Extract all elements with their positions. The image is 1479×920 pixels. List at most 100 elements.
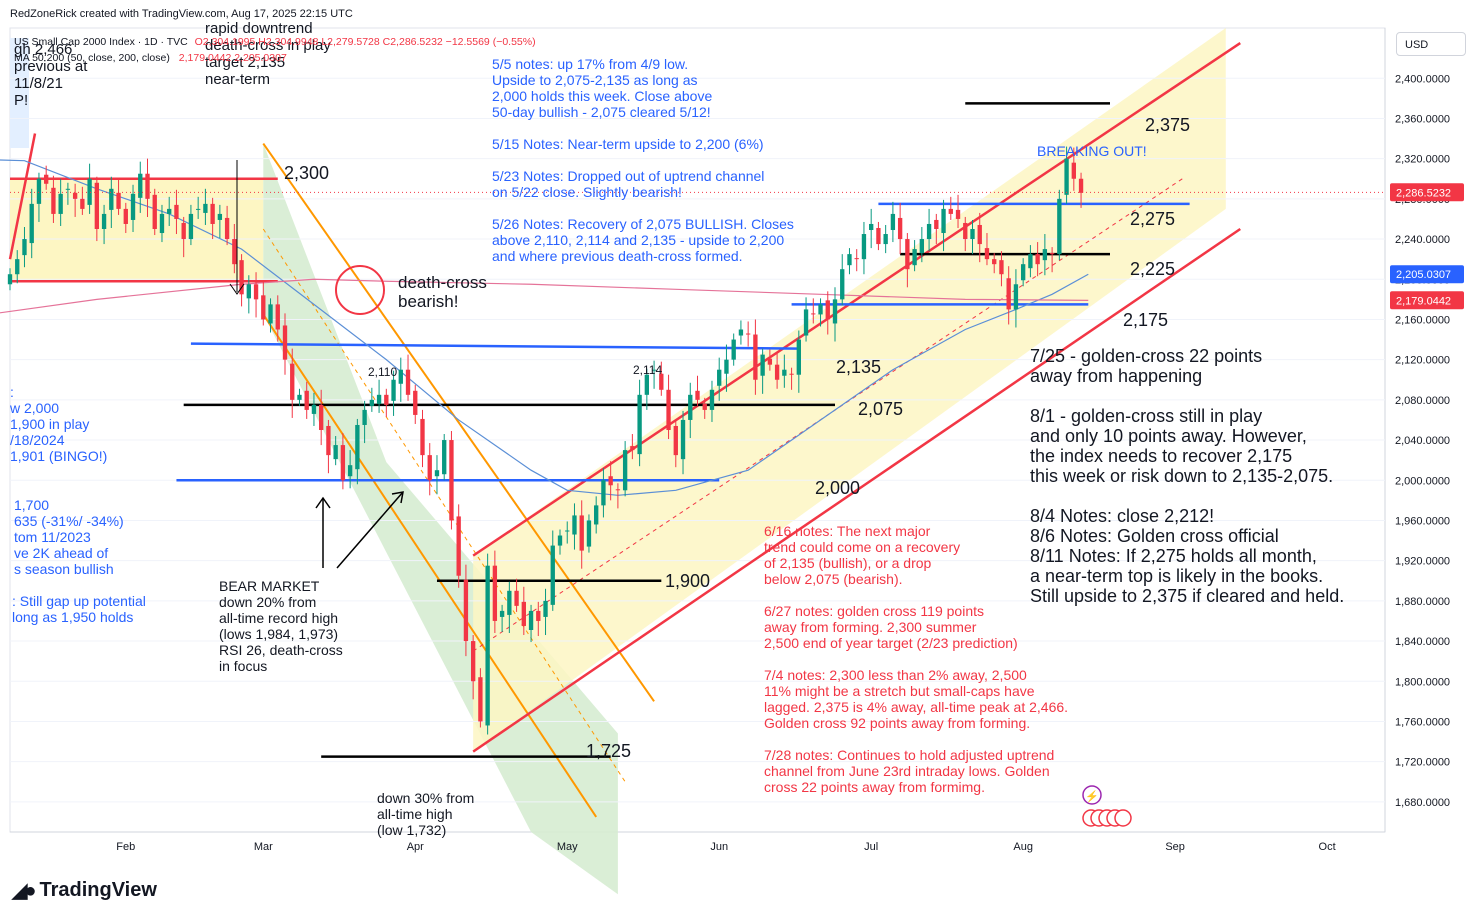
candle-body: [217, 213, 223, 220]
symbol-name: US Small Cap 2000 Index · 1D · TVC: [14, 36, 188, 48]
left-low-note-line: s season bullish: [14, 561, 114, 577]
candle: [680, 410, 686, 475]
candle: [80, 186, 85, 215]
x-tick-label: Jun: [710, 841, 728, 853]
level-label: 2,175: [1123, 310, 1168, 330]
candle: [478, 668, 483, 728]
candle-body: [992, 259, 997, 265]
candle: [825, 291, 830, 335]
candle: [528, 604, 534, 643]
candle: [297, 388, 302, 406]
candle: [87, 163, 92, 214]
candle-body: [72, 192, 78, 199]
bear-market-note-line: (lows 1,984, 1,973): [219, 626, 338, 642]
left-edge-line: [8, 133, 37, 260]
candle-body: [239, 260, 244, 295]
candle: [521, 586, 526, 636]
price-badge: [1390, 291, 1464, 310]
candle: [167, 196, 172, 226]
candle-body: [905, 239, 910, 270]
left-shade: [10, 38, 29, 148]
label-2110: 2,110: [368, 365, 397, 379]
candle-body: [449, 440, 454, 521]
candle-body: [405, 369, 411, 395]
candle-body: [492, 565, 498, 621]
candle: [651, 360, 657, 389]
candle: [992, 253, 997, 274]
candle: [369, 387, 375, 412]
candle-body: [138, 173, 143, 198]
candle-body: [427, 455, 432, 481]
y-tick-label: 1,880.0000: [1395, 596, 1450, 608]
uptrend-upper-line: [472, 42, 1241, 557]
bear-market-note-line: RSI 26, death-cross: [219, 642, 343, 658]
candle: [109, 176, 114, 228]
candle-body: [630, 446, 635, 451]
left-mid-note-line: 1,900 in play: [10, 416, 89, 432]
y-tick-label: 2,240.0000: [1395, 234, 1450, 246]
candle: [72, 183, 78, 217]
y-tick-label: 1,760.0000: [1395, 716, 1450, 728]
candle-body: [890, 213, 896, 231]
candle: [803, 297, 809, 342]
candle-body: [847, 254, 852, 266]
candle: [347, 450, 353, 489]
candle-body: [188, 213, 194, 240]
right-note-line: this week or risk down to 2,135-2,075.: [1030, 466, 1333, 486]
candle: [326, 419, 331, 474]
uptrend-lower-line: [472, 227, 1241, 753]
candle: [637, 379, 642, 467]
left-gap-note-line: : Still gap up potential: [12, 593, 146, 609]
candle-body: [195, 208, 201, 210]
candle: [311, 392, 317, 426]
candle: [897, 202, 903, 255]
candle-body: [782, 369, 787, 376]
candle: [644, 368, 650, 410]
symbol-line: US Small Cap 2000 Index · 1D · TVC O2,30…: [14, 36, 536, 48]
candle: [44, 165, 49, 190]
downtrend-arrowhead: [229, 283, 245, 295]
candle: [499, 604, 505, 633]
currency-selector[interactable]: USD: [1396, 32, 1466, 56]
red-note-line: 7/28 notes: Continues to hold adjusted u…: [764, 747, 1054, 763]
candle-body: [521, 601, 526, 626]
level-label: 2,300: [284, 163, 329, 183]
candle-body: [319, 404, 324, 430]
tradingview-logo[interactable]: ◢● TradingView: [12, 878, 157, 903]
candle-body: [116, 192, 121, 209]
left-mid-note-line: w 2,000: [9, 400, 59, 416]
candle: [210, 197, 215, 240]
left-mid-note-line: :: [10, 384, 14, 400]
downtrend-mid-line: [262, 228, 626, 783]
candle: [442, 434, 447, 481]
red-note-line: 6/16 notes: The next major: [764, 523, 931, 539]
tradingview-logo-icon: ◢●: [12, 880, 37, 902]
candle-body: [159, 213, 165, 234]
candle-body: [934, 219, 939, 229]
candle: [854, 249, 859, 272]
candle-body: [1064, 158, 1069, 195]
candle-body: [724, 359, 729, 374]
candle-body: [594, 505, 599, 525]
candle-body: [282, 325, 288, 360]
candle: [919, 226, 925, 263]
red-note-line: channel from June 23rd intraday lows. Go…: [764, 763, 1050, 779]
candle-body: [608, 476, 613, 486]
candle: [246, 275, 251, 314]
candle-body: [15, 259, 20, 275]
candle: [376, 379, 382, 413]
event-lightning-glyph: ⚡: [1085, 790, 1099, 803]
right-note-line: a near-term top is likely in the books.: [1030, 566, 1323, 586]
chart-credit: RedZoneRick created with TradingView.com…: [10, 8, 353, 20]
candle-body: [695, 390, 700, 400]
candle: [601, 468, 606, 518]
right-note-line: away from happening: [1030, 366, 1202, 386]
candle-body: [999, 260, 1004, 275]
candle: [731, 333, 736, 366]
candle: [224, 205, 230, 246]
candle-body: [1020, 264, 1026, 281]
price-badge-label: 2,179.0442: [1396, 295, 1451, 307]
candle: [391, 370, 396, 416]
candle: [470, 635, 476, 700]
